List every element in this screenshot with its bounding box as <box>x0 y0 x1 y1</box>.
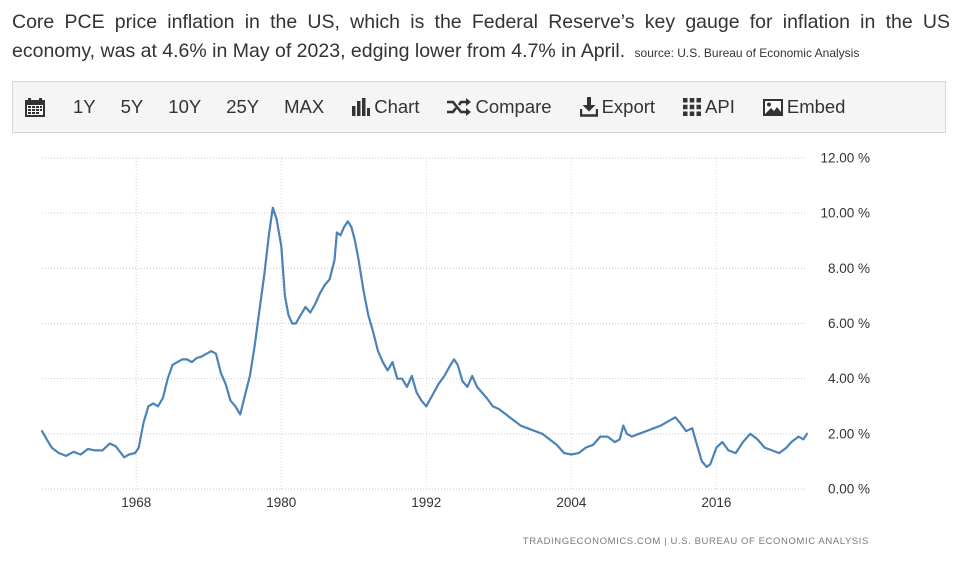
shuffle-icon <box>447 98 472 116</box>
y-tick-label: 8.00 % <box>828 261 870 276</box>
range-10y-button[interactable]: 10Y <box>168 96 202 117</box>
range-1y-button[interactable]: 1Y <box>73 96 96 117</box>
headline-source: source: U.S. Bureau of Economic Analysis <box>634 46 860 60</box>
api-label: API <box>705 96 735 117</box>
bar-chart-icon <box>352 98 371 116</box>
chart-type-button[interactable]: Chart <box>352 82 419 132</box>
series-line <box>40 206 809 468</box>
grid-icon <box>683 98 702 116</box>
embed-button[interactable]: Embed <box>762 82 846 132</box>
chart-toolbar: 1Y 5Y 10Y 25Y MAX Chart Compare Export <box>12 81 946 133</box>
x-tick-label: 1992 <box>411 495 441 510</box>
chart-area: 0.00 % 2.00 % 4.00 % 6.00 % 8.00 % 10.00 % 12.… <box>12 140 948 557</box>
api-button[interactable]: API <box>683 82 735 132</box>
compare-button[interactable]: Compare <box>447 82 552 132</box>
x-tick-label: 2016 <box>701 495 731 510</box>
embed-label: Embed <box>786 96 846 117</box>
y-tick-label: 10.00 % <box>820 206 870 221</box>
compare-label: Compare <box>475 96 552 117</box>
grid-layer <box>42 157 807 490</box>
headline-text: Core PCE price inflation in the US, whic… <box>12 11 950 62</box>
x-tick-label: 1980 <box>266 495 296 510</box>
calendar-button[interactable] <box>25 82 45 132</box>
export-label: Export <box>601 96 656 117</box>
x-tick-label: 1968 <box>121 495 151 510</box>
headline: Core PCE price inflation in the US, whic… <box>12 8 950 68</box>
range-max-button[interactable]: MAX <box>284 96 325 117</box>
calendar-icon <box>25 97 45 117</box>
y-tick-label: 0.00 % <box>828 482 870 497</box>
range-25y-button[interactable]: 25Y <box>226 96 260 117</box>
image-icon <box>762 98 783 116</box>
watermark: TRADINGECONOMICS.COM | U.S. BUREAU OF EC… <box>523 536 869 547</box>
y-tick-labels: 0.00 % 2.00 % 4.00 % 6.00 % 8.00 % 10.00 % 12.… <box>820 151 870 497</box>
download-icon <box>579 97 598 117</box>
y-tick-label: 2.00 % <box>828 426 870 441</box>
chart-type-label: Chart <box>374 96 420 117</box>
export-button[interactable]: Export <box>579 82 656 132</box>
y-tick-label: 6.00 % <box>828 316 870 331</box>
x-tick-labels: 1968 1980 1992 2004 2016 <box>121 495 731 510</box>
y-tick-label: 12.00 % <box>820 151 870 166</box>
y-tick-label: 4.00 % <box>828 371 870 386</box>
x-tick-label: 2004 <box>556 495 587 510</box>
line-chart: 0.00 % 2.00 % 4.00 % 6.00 % 8.00 % 10.00 % 12.… <box>40 151 870 547</box>
range-5y-button[interactable]: 5Y <box>120 96 144 117</box>
